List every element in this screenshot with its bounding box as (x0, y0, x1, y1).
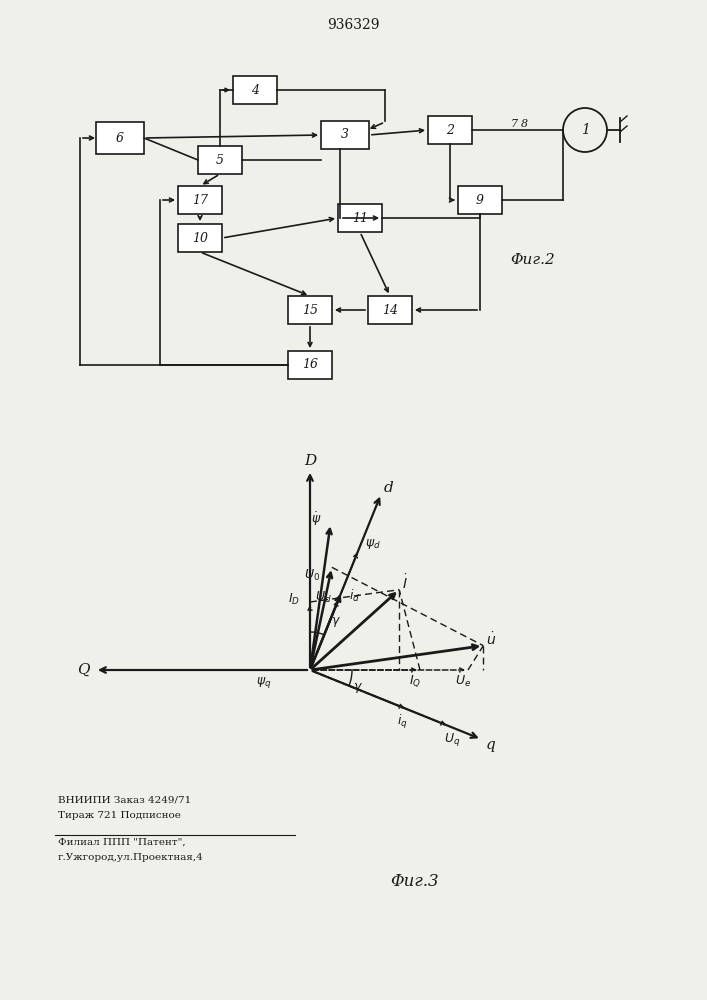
Text: 17: 17 (192, 194, 208, 207)
Text: $i_q$: $i_q$ (397, 713, 408, 731)
Text: $U_0$: $U_0$ (304, 568, 320, 583)
Text: D: D (304, 454, 316, 468)
Text: $\psi_d$: $\psi_d$ (365, 537, 380, 551)
FancyBboxPatch shape (458, 186, 502, 214)
Text: $\psi_q$: $\psi_q$ (256, 675, 271, 690)
Text: 10: 10 (192, 232, 208, 244)
Text: $U_e$: $U_e$ (455, 673, 471, 689)
Text: 4: 4 (251, 84, 259, 97)
Text: $I_D$: $I_D$ (288, 591, 300, 607)
Text: Φиг.2: Φиг.2 (510, 253, 555, 267)
Text: 6: 6 (116, 131, 124, 144)
Text: $I_Q$: $I_Q$ (409, 673, 421, 689)
Text: $U_q$: $U_q$ (444, 731, 460, 748)
Text: 2: 2 (446, 123, 454, 136)
Text: $\dot{u}$: $\dot{u}$ (486, 631, 496, 648)
FancyBboxPatch shape (368, 296, 412, 324)
Text: 1: 1 (580, 123, 590, 137)
Text: 5: 5 (216, 153, 224, 166)
Text: $\dot{I}$: $\dot{I}$ (402, 573, 408, 592)
Text: Φиг.3: Φиг.3 (390, 874, 438, 890)
Text: 11: 11 (352, 212, 368, 225)
Text: 3: 3 (341, 128, 349, 141)
FancyBboxPatch shape (338, 204, 382, 232)
Text: $\gamma$: $\gamma$ (353, 681, 363, 695)
Text: 936329: 936329 (327, 18, 379, 32)
Text: 9: 9 (476, 194, 484, 207)
Text: Q: Q (77, 663, 89, 677)
Text: $U_d$: $U_d$ (315, 590, 332, 605)
FancyBboxPatch shape (288, 351, 332, 379)
FancyBboxPatch shape (288, 296, 332, 324)
FancyBboxPatch shape (198, 146, 242, 174)
Text: Филиал ППП "Патент",: Филиал ППП "Патент", (58, 838, 186, 846)
Text: q: q (486, 738, 496, 752)
Text: d: d (383, 481, 393, 495)
Text: г.Ужгород,ул.Проектная,4: г.Ужгород,ул.Проектная,4 (58, 852, 204, 861)
FancyBboxPatch shape (178, 186, 222, 214)
Text: 7: 7 (511, 119, 518, 129)
FancyBboxPatch shape (233, 76, 277, 104)
Text: $i_d$: $i_d$ (349, 588, 360, 604)
Text: Тираж 721 Подписное: Тираж 721 Подписное (58, 810, 181, 820)
Text: 8: 8 (521, 119, 528, 129)
Text: 14: 14 (382, 304, 398, 316)
Text: ВНИИПИ Заказ 4249/71: ВНИИПИ Заказ 4249/71 (58, 796, 192, 804)
FancyBboxPatch shape (178, 224, 222, 252)
Text: $\dot\psi$: $\dot\psi$ (311, 511, 322, 528)
FancyBboxPatch shape (321, 121, 369, 149)
FancyBboxPatch shape (428, 116, 472, 144)
FancyBboxPatch shape (96, 122, 144, 154)
Text: 15: 15 (302, 304, 318, 316)
Text: 16: 16 (302, 359, 318, 371)
Text: $\gamma$: $\gamma$ (331, 615, 341, 629)
